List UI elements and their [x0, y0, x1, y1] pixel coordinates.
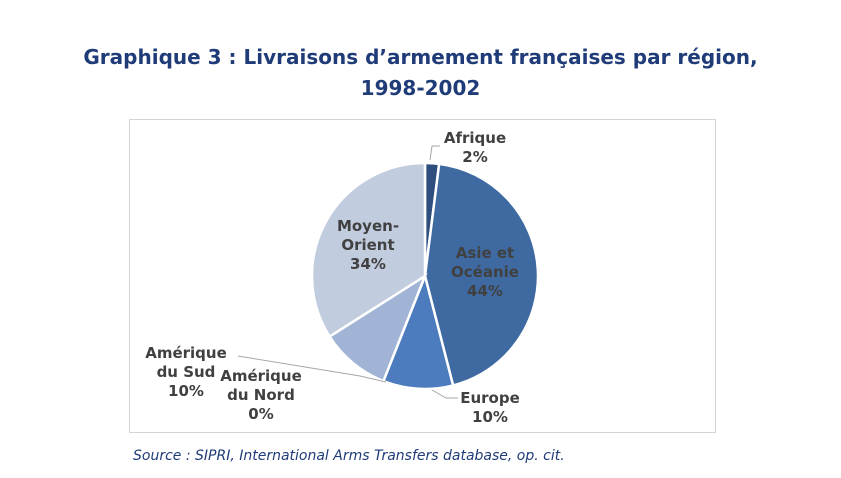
slice-label-amerique-du-sud: Amérique du Sud 10%	[145, 344, 227, 400]
slice-label-asie-et-oceanie: Asie et Océanie 44%	[451, 244, 519, 300]
slice-label-europe: Europe 10%	[460, 389, 520, 426]
source-note: Source : SIPRI, International Arms Trans…	[133, 448, 565, 464]
slice-label-moyen-orient: Moyen-Orient 34%	[337, 217, 399, 273]
slice-label-amerique-du-nord: Amérique du Nord 0%	[220, 367, 302, 423]
slice-label-afrique: Afrique 2%	[444, 129, 506, 166]
leader-line-amerique-du-sud	[237, 355, 387, 383]
chart-title-line2: 1998-2002	[360, 76, 481, 100]
pie-slice-asie-et-oceanie	[423, 162, 540, 387]
leader-line-afrique	[429, 145, 440, 161]
pie-slice-amerique-du-sud	[327, 272, 428, 383]
chart-title: Graphique 3 : Livraisons d’armement fran…	[0, 42, 841, 104]
chart-title-line1: Graphique 3 : Livraisons d’armement fran…	[83, 45, 758, 69]
pie-slice-moyen-orient	[310, 161, 427, 339]
leader-line-europe	[431, 389, 458, 399]
